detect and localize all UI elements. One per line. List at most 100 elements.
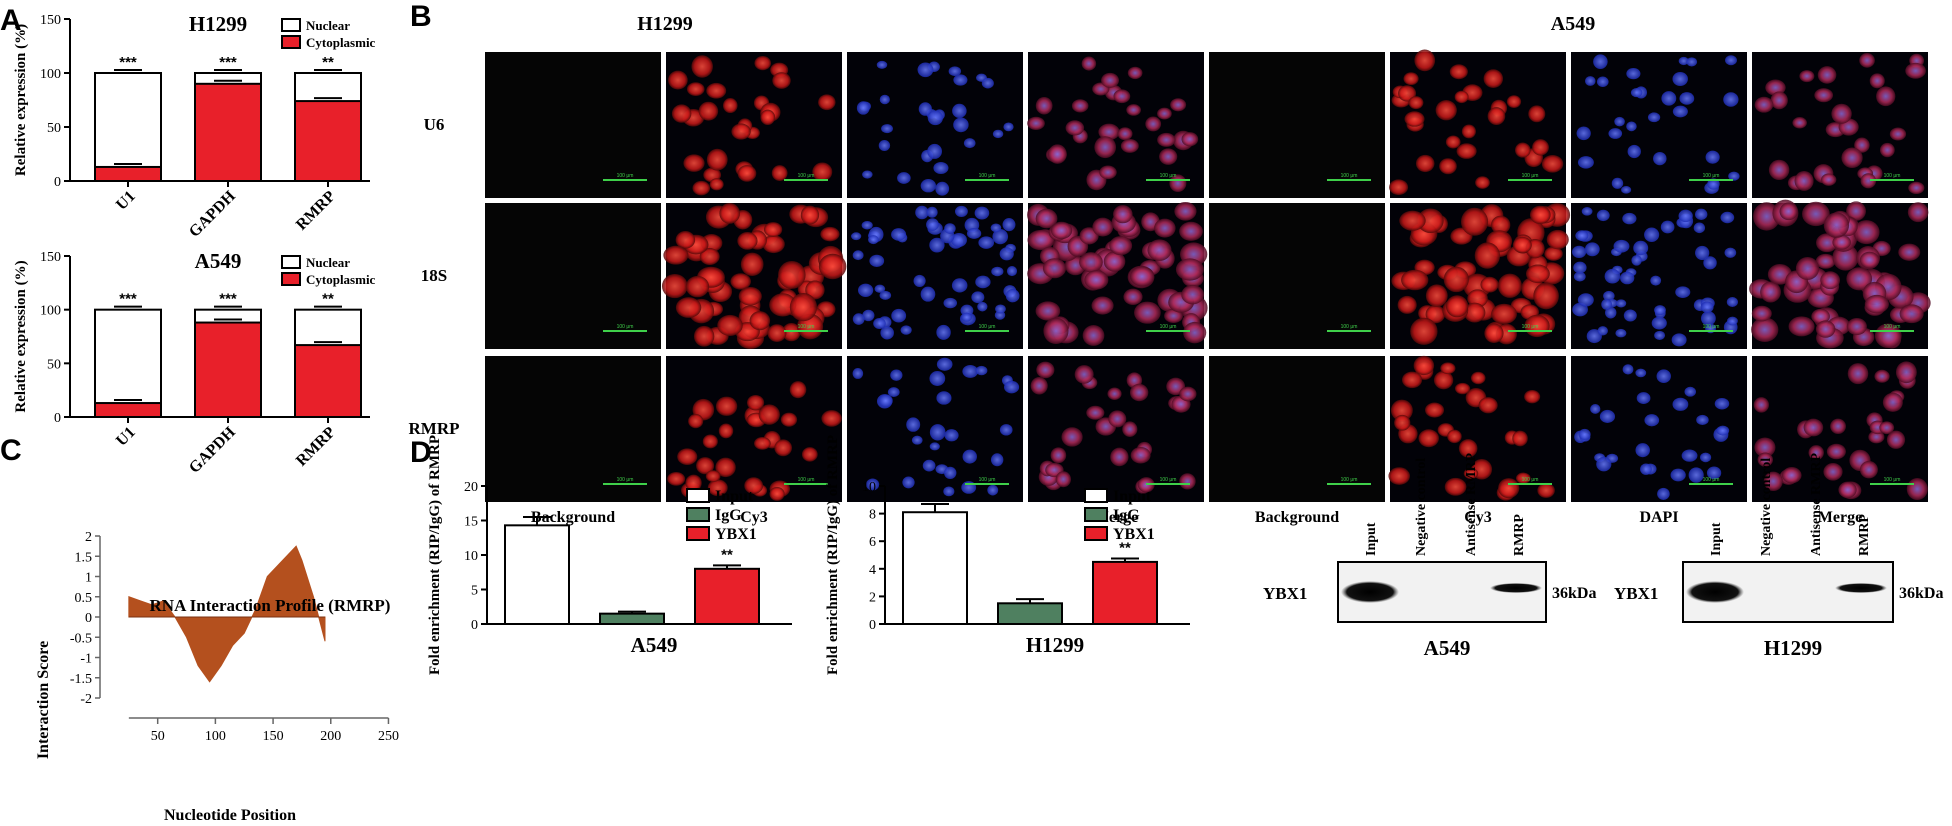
significance-label: ** <box>322 291 334 308</box>
cell-blob <box>737 232 758 250</box>
cell-blob <box>873 318 886 329</box>
cell-blob <box>1661 91 1677 106</box>
cell-blob <box>878 394 893 407</box>
scale-bar-label: 100 μm <box>1341 324 1358 330</box>
chart-title: A549 <box>195 249 242 273</box>
micrograph-tile <box>485 52 661 198</box>
cell-blob <box>1079 252 1103 273</box>
cell-blob <box>1688 467 1704 483</box>
cell-blob <box>1082 325 1105 346</box>
significance-label: *** <box>119 54 137 71</box>
legend-label: Nuclear <box>306 18 350 33</box>
cell-blob <box>668 70 688 90</box>
cell-blob <box>1695 245 1710 261</box>
y-tick-label: 15 <box>464 515 478 530</box>
panel-letter-d: D <box>410 436 432 469</box>
scale-bar-label: 100 μm <box>1884 477 1901 483</box>
cell-blob <box>1700 452 1712 463</box>
cell-blob <box>1098 123 1120 141</box>
chart-e-h1299-rip: 0 2 4 6 8 10 Fold enrichment (RIP/IgG) of RMRP… <box>825 435 1190 675</box>
cell-blob <box>1035 96 1053 115</box>
cell-blob <box>1846 201 1866 221</box>
cell-blob <box>1399 210 1426 231</box>
cell-blob <box>1491 303 1517 325</box>
cell-blob <box>1814 88 1834 103</box>
row-label: U6 <box>424 115 445 134</box>
scale-bar-label: 100 μm <box>1703 477 1720 483</box>
cell-blob <box>1622 364 1634 375</box>
cell-blob <box>1754 437 1776 458</box>
y-axis-label: Relative expression (%) <box>13 24 29 176</box>
bar-cytoplasmic <box>294 100 362 182</box>
cell-blob <box>977 301 988 312</box>
cell-blob <box>685 275 710 298</box>
cell-blob <box>1653 151 1667 166</box>
cell-blob <box>740 252 764 277</box>
scale-bar-label: 100 μm <box>1703 324 1720 330</box>
cell-blob <box>1497 273 1522 298</box>
cell-blob <box>1174 201 1197 221</box>
cell-blob <box>1127 66 1143 80</box>
cell-blob <box>1678 56 1689 66</box>
cell-blob <box>1706 466 1722 480</box>
column-label: Background <box>1255 509 1339 526</box>
cell-blob <box>1443 266 1469 293</box>
cell-blob <box>929 371 946 386</box>
significance-label: *** <box>219 291 237 308</box>
cell-blob <box>1728 171 1740 181</box>
cell-blob <box>767 324 787 342</box>
blot-band-rmrp <box>1490 583 1542 593</box>
cell-blob <box>1672 105 1688 118</box>
legend-swatch <box>1084 507 1108 522</box>
cell-blob <box>1815 253 1836 269</box>
y-tick-label: 150 <box>40 13 61 28</box>
micrograph-tile <box>1209 203 1385 349</box>
cell-blob <box>1601 298 1612 310</box>
cell-blob <box>915 205 929 220</box>
x-tick-label: RMRP <box>293 424 339 470</box>
cell-blob <box>981 77 994 89</box>
cell-blob <box>1631 255 1642 266</box>
cell-blob <box>1475 176 1490 189</box>
cell-blob <box>927 110 944 126</box>
lane-label: Negative control <box>1759 458 1774 556</box>
bar-cytoplasmic <box>194 321 262 418</box>
cell-blob <box>754 436 771 450</box>
cell-blob <box>1584 242 1600 257</box>
cell-blob <box>1724 247 1737 258</box>
cell-blob <box>987 484 999 496</box>
cell-blob <box>1644 414 1660 427</box>
scale-bar-label: 100 μm <box>1884 173 1901 179</box>
cell-blob <box>944 466 957 479</box>
bar <box>599 612 665 626</box>
cell-blob <box>1512 236 1532 254</box>
cell-blob <box>1483 69 1504 88</box>
cell-blob <box>818 94 836 111</box>
cell-blob <box>774 439 793 457</box>
cell-blob <box>1726 297 1738 307</box>
cell-blob <box>952 103 967 119</box>
cell-blob <box>1145 116 1162 132</box>
cell-blob <box>1544 246 1563 261</box>
cell-blob <box>862 170 873 179</box>
cell-blob <box>1528 105 1546 123</box>
cell-blob <box>1656 369 1671 384</box>
cell-blob <box>1604 268 1621 284</box>
cell-blob <box>862 309 875 322</box>
cell-blob <box>1498 478 1520 499</box>
cell-blob <box>874 284 886 293</box>
cell-blob <box>1584 76 1596 86</box>
cell-blob <box>1882 392 1903 412</box>
cell-blob <box>1799 70 1815 83</box>
cell-blob <box>769 486 785 501</box>
cell-blob <box>929 424 946 441</box>
cell-blob <box>1636 392 1651 404</box>
cell-blob <box>1577 293 1594 307</box>
cell-blob <box>1795 257 1820 281</box>
cell-blob <box>1615 328 1627 338</box>
cell-blob <box>913 274 926 288</box>
cell-blob <box>1404 111 1425 127</box>
cell-blob <box>719 202 740 224</box>
cell-blob <box>1005 289 1020 303</box>
